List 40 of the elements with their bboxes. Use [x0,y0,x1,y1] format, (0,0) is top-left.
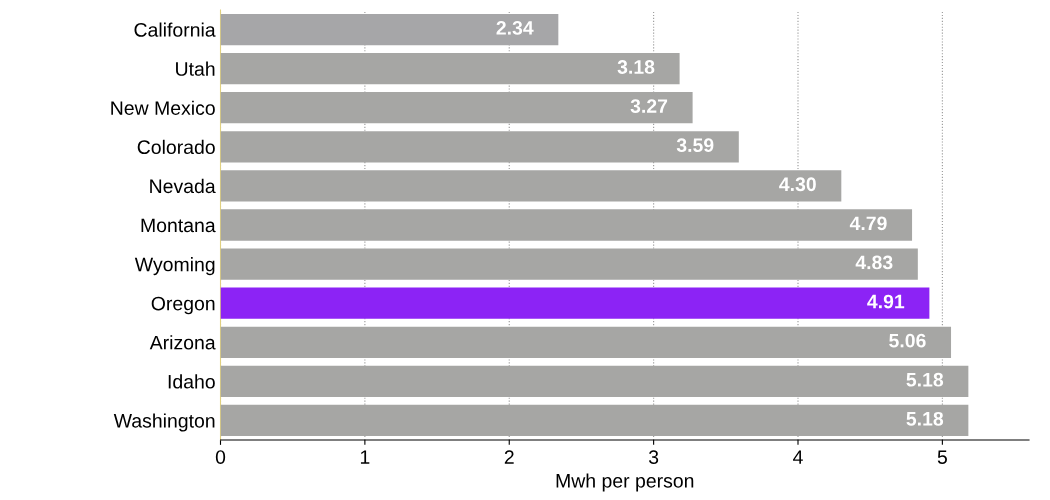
y-tick-label: California [134,22,216,37]
x-tick-label: 4 [793,450,803,464]
x-tick-label: 1 [360,450,370,464]
data-label: 3.18 [617,60,655,74]
y-tick-label: Arizona [149,335,216,350]
y-tick-label: Colorado [137,139,215,155]
y-tick-label: New Mexico [111,100,215,115]
y-tick-label: Montana [141,218,216,233]
bar [220,287,930,319]
data-label: 4.91 [867,294,905,309]
y-tick-label: Idaho [168,374,215,389]
data-label: 5.06 [889,333,926,348]
bar [220,404,969,437]
y-tick-label: Utah [176,61,215,76]
bar [220,209,913,241]
bar [220,326,952,358]
bar [220,170,842,202]
data-label: 5.18 [906,411,944,426]
data-label: 4.79 [849,216,887,231]
x-tick-label: 2 [504,450,514,464]
bar [220,13,559,46]
bar [220,365,969,397]
bar [220,248,918,280]
x-tick-label: 0 [215,450,226,464]
data-label: 5.18 [906,372,944,387]
bar [220,53,680,85]
x-axis-title: Mwh per person [556,473,694,492]
y-tick-label: Wyoming [134,257,215,276]
bar [220,92,693,124]
data-label: 2.34 [496,21,534,35]
data-label: 4.83 [855,255,893,270]
y-tick-label: Oregon [151,296,215,315]
data-label: 4.30 [779,177,816,192]
y-tick-label: Nevada [150,178,216,194]
x-tick-label: 5 [937,450,947,464]
data-label: 3.27 [630,99,668,113]
y-tick-label: Washington [113,413,215,432]
data-label: 3.59 [676,138,714,153]
x-tick-label: 3 [648,450,659,464]
bar [220,131,739,163]
